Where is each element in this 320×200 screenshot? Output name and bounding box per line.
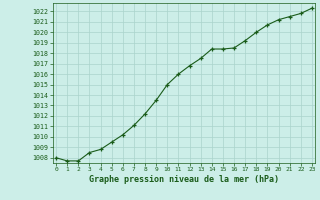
X-axis label: Graphe pression niveau de la mer (hPa): Graphe pression niveau de la mer (hPa) bbox=[89, 175, 279, 184]
